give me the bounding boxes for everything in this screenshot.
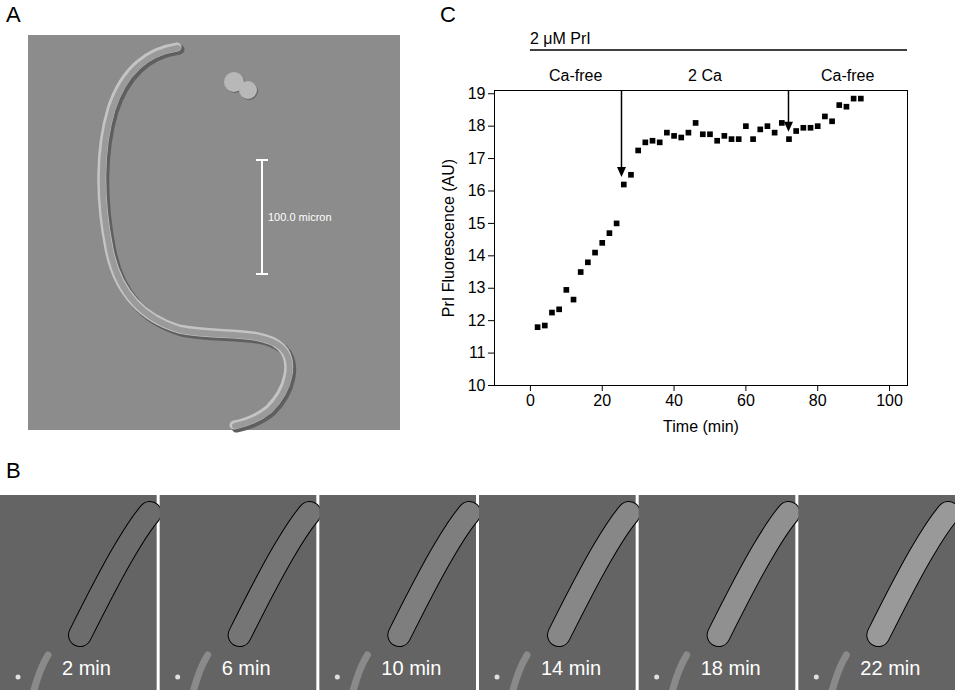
svg-text:40: 40 [665, 392, 683, 409]
svg-text:20: 20 [593, 392, 611, 409]
svg-text:2 Ca: 2 Ca [688, 67, 722, 84]
svg-text:6 min: 6 min [222, 657, 271, 679]
svg-text:15: 15 [468, 215, 486, 232]
svg-text:11: 11 [469, 344, 486, 361]
svg-text:12: 12 [468, 312, 486, 329]
svg-text:2 μM PrI: 2 μM PrI [530, 30, 591, 47]
svg-text:2 min: 2 min [62, 657, 111, 679]
svg-text:PrI Fluorescence (AU): PrI Fluorescence (AU) [440, 159, 457, 317]
svg-text:100: 100 [876, 392, 903, 409]
html-text:C: C [440, 2, 456, 27]
svg-text:16: 16 [468, 182, 486, 199]
svg-text:Time (min): Time (min) [663, 418, 739, 435]
svg-text:17: 17 [468, 150, 486, 167]
svg-text:13: 13 [468, 279, 486, 296]
svg-text:10 min: 10 min [381, 657, 441, 679]
svg-text:0: 0 [526, 392, 535, 409]
svg-text:10: 10 [468, 377, 486, 394]
svg-text:60: 60 [737, 392, 755, 409]
svg-text:80: 80 [809, 392, 827, 409]
svg-text:14 min: 14 min [541, 657, 601, 679]
html-text:B: B [6, 458, 21, 483]
svg-text:Ca-free: Ca-free [549, 67, 602, 84]
svg-text:18 min: 18 min [701, 657, 761, 679]
svg-text:14: 14 [468, 247, 486, 264]
html-text:A: A [6, 2, 21, 27]
svg-text:18: 18 [468, 117, 486, 134]
svg-text:22 min: 22 min [860, 657, 920, 679]
svg-text:19: 19 [468, 85, 486, 102]
svg-text:100.0 micron: 100.0 micron [268, 211, 332, 223]
svg-text:Ca-free: Ca-free [821, 67, 874, 84]
